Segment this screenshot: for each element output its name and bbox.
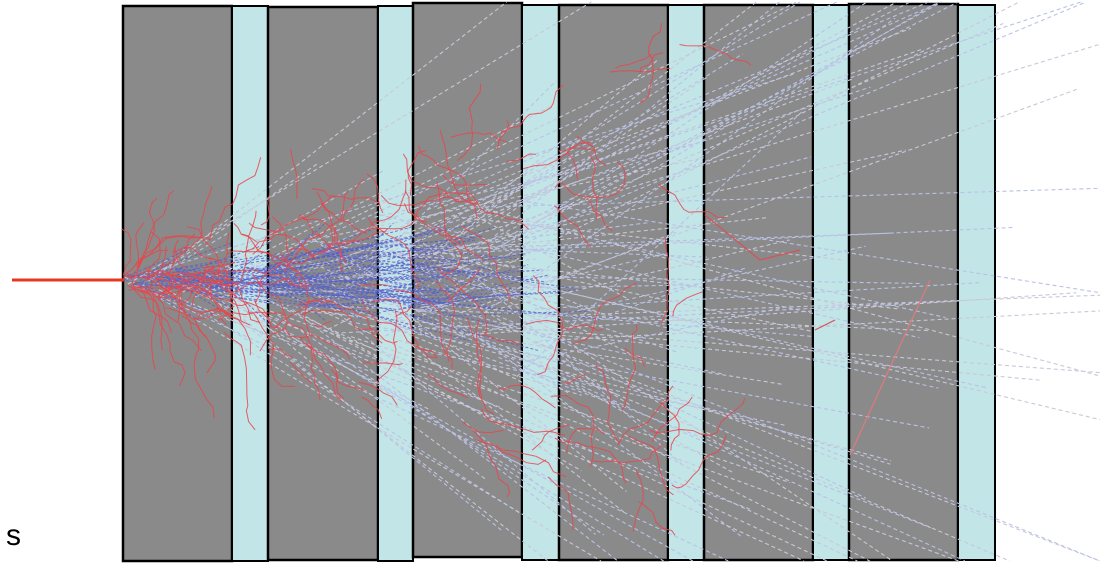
absorber [559, 5, 668, 560]
shower-view: s [0, 0, 1104, 563]
page: s (() => { const data = JSON.parse(docum… [0, 0, 1104, 563]
gap [522, 5, 559, 560]
gap [668, 5, 704, 560]
label: s [6, 519, 21, 552]
absorber [849, 4, 958, 560]
